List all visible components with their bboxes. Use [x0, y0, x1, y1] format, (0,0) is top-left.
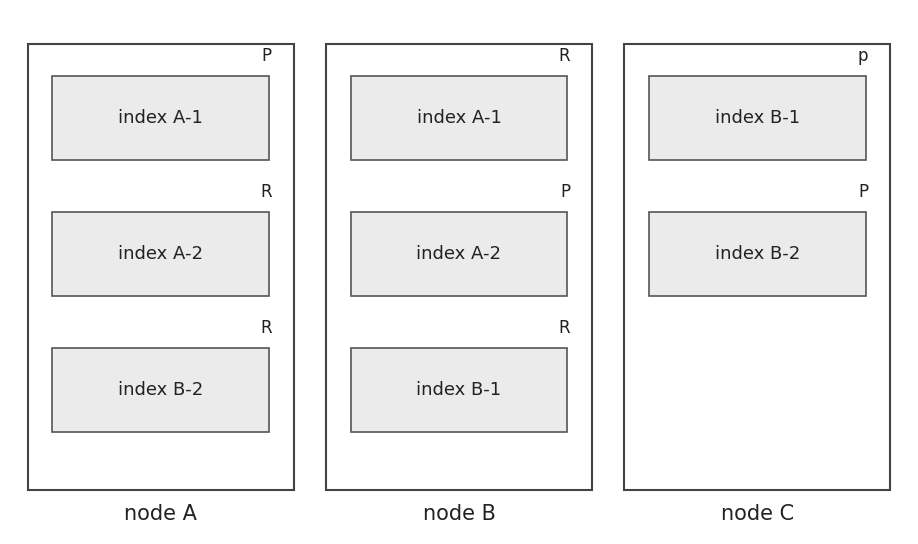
Text: node C: node C [721, 504, 794, 524]
Text: index B-1: index B-1 [715, 109, 800, 127]
Bar [326, 44, 592, 490]
Bar [52, 348, 269, 432]
Bar [649, 76, 866, 160]
Text: index A-1: index A-1 [118, 109, 203, 127]
Text: R: R [260, 183, 272, 201]
Text: R: R [260, 319, 272, 337]
Bar [52, 76, 269, 160]
Text: node B: node B [422, 504, 496, 524]
Bar [351, 212, 567, 296]
Text: R: R [558, 319, 570, 337]
Text: P: P [858, 183, 868, 201]
Bar [52, 212, 269, 296]
Text: index A-2: index A-2 [118, 245, 203, 263]
Bar [351, 348, 567, 432]
Bar [624, 44, 890, 490]
Text: P: P [262, 47, 272, 65]
Bar [28, 44, 294, 490]
Text: P: P [560, 183, 570, 201]
Text: index B-2: index B-2 [715, 245, 800, 263]
Bar [351, 76, 567, 160]
Text: index B-1: index B-1 [417, 381, 501, 399]
Text: index A-2: index A-2 [417, 245, 501, 263]
Text: node A: node A [124, 504, 197, 524]
Text: p: p [858, 47, 868, 65]
Text: index B-2: index B-2 [118, 381, 203, 399]
Text: index A-1: index A-1 [417, 109, 501, 127]
Text: R: R [558, 47, 570, 65]
Bar [649, 212, 866, 296]
